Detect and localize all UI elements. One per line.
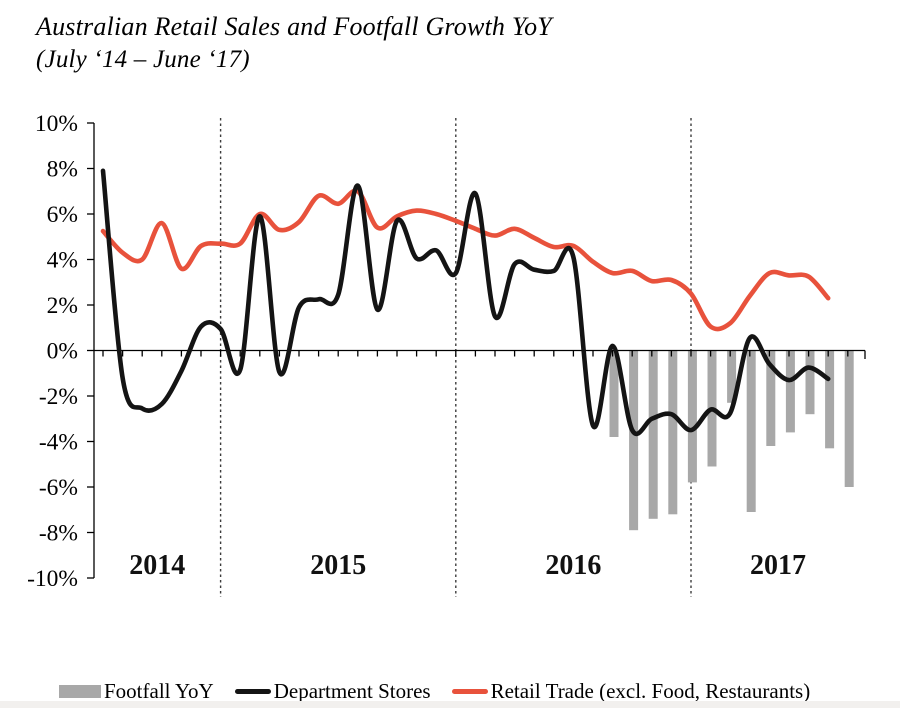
footfall-bar [785,350,795,433]
legend-item-department-stores: Department Stores [234,679,431,704]
footfall-bar-swatch-icon [59,685,101,698]
y-tick-label: 2% [47,293,78,319]
y-tick-label: -2% [39,384,78,410]
year-label: 2014 [129,550,185,581]
year-label: 2016 [545,550,601,581]
legend-item-footfall: Footfall YoY [59,679,214,704]
footfall-bar [844,350,854,487]
y-tick-label: -8% [39,521,78,547]
retail-trade-line-swatch-icon [451,689,488,694]
y-tick-label: -4% [39,430,78,456]
y-tick-label: -6% [39,475,78,501]
footfall-bar [668,350,678,515]
footfall-bar [687,350,697,483]
y-tick-label: 0% [47,339,78,365]
year-label: 2017 [750,550,806,581]
y-tick-label: 4% [47,248,78,274]
department-stores-line-swatch-icon [234,689,271,694]
footfall-bar [805,350,815,415]
y-axis-labels: 10% 8% 6% 4% 2% 0% -2% -4% -6% -8% -10% [27,111,78,592]
chart-subtitle: (July ‘14 – June ‘17) [36,46,250,73]
footfall-bars [609,350,854,531]
legend-label-retail-trade: Retail Trade (excl. Food, Restaurants) [490,679,811,703]
footfall-bar [629,350,639,531]
legend-item-retail-trade: Retail Trade (excl. Food, Restaurants) [451,679,811,704]
y-tick-label: 6% [47,202,78,228]
y-tick-label: 8% [47,157,78,183]
chart-legend: Footfall YoY Department Stores Retail Tr… [59,679,810,704]
legend-label-department-stores: Department Stores [273,679,431,703]
year-label: 2015 [310,550,366,581]
y-tick-label: 10% [35,111,78,137]
axes [87,122,866,579]
footfall-bar [825,350,835,449]
footer-strip [0,701,900,708]
footfall-bar [746,350,756,512]
department-stores-line [100,168,831,437]
footfall-bar [648,350,658,519]
year-divider-lines [219,118,692,597]
retail-trade-line [100,188,831,332]
y-tick-label: -10% [27,566,78,592]
x-year-labels: 2014 2015 2016 2017 [129,550,806,581]
legend-label-footfall: Footfall YoY [104,679,214,703]
chart-title: Australian Retail Sales and Footfall Gro… [36,12,552,41]
footfall-bar [727,350,737,403]
footfall-bar [766,350,776,446]
footfall-bar [609,350,619,437]
